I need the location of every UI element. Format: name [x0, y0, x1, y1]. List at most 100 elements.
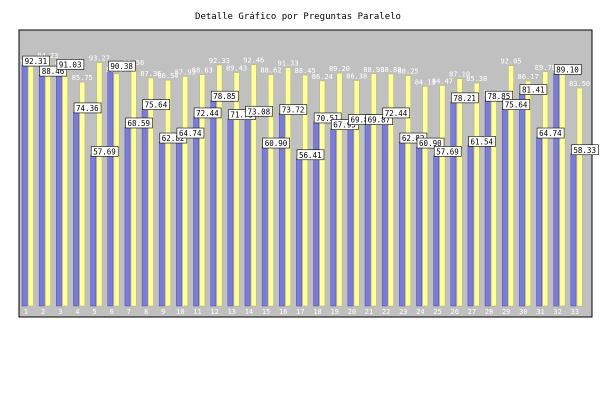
bar-series-1: [553, 73, 560, 307]
bar-series-2: [422, 86, 429, 307]
bar-series-2: [542, 71, 549, 307]
data-label-series-2: 91.33: [278, 60, 299, 68]
x-tick-label: 10: [176, 308, 184, 316]
bar-series-2: [559, 71, 566, 307]
bar-series-1: [381, 116, 388, 307]
bar-series-2: [268, 74, 274, 307]
data-label-series-1: 58.33: [573, 146, 596, 155]
bar-series-1: [107, 69, 114, 307]
bar-series-2: [148, 77, 154, 307]
data-label-series-1: 78.85: [213, 92, 236, 101]
bar-series-2: [473, 82, 480, 307]
data-label-box: [176, 127, 205, 139]
data-label-series-1: 81.41: [522, 86, 545, 95]
data-label-box: [193, 107, 222, 119]
data-label-series-1: 73.08: [248, 107, 271, 116]
data-label-box: [468, 136, 496, 147]
data-label-box: [536, 127, 565, 139]
bar-series-1: [90, 155, 97, 307]
bar-series-1: [519, 93, 525, 307]
x-tick-label: 26: [451, 308, 459, 316]
data-label-series-1: 72.44: [385, 109, 408, 118]
data-label-series-1: 68.59: [128, 119, 151, 128]
data-label-series-1: 62.82: [402, 134, 425, 143]
x-tick-label: 8: [144, 308, 148, 316]
bar-series-2: [302, 74, 309, 307]
bar-series-2: [508, 65, 514, 307]
x-tick-label: 7: [127, 308, 131, 316]
data-label-series-2: 86.38: [346, 73, 367, 81]
data-label-series-2: 93.27: [89, 55, 110, 63]
data-label-series-1: 64.74: [179, 129, 202, 138]
data-label-series-2: 87.36: [140, 70, 161, 78]
bar-series-1: [433, 155, 440, 307]
data-label-box: [142, 99, 170, 110]
bar-series-2: [130, 66, 137, 307]
bar-series-2: [113, 73, 120, 307]
bar-series-2: [388, 73, 394, 307]
bar-series-1: [399, 141, 405, 307]
bar-series-1: [21, 64, 28, 307]
x-tick-label: 20: [348, 308, 356, 316]
x-tick-label: 14: [245, 308, 253, 316]
data-label-box: [451, 92, 479, 104]
x-tick-label: 21: [365, 308, 373, 316]
bar-series-1: [261, 146, 268, 307]
bar-series-2: [285, 67, 291, 307]
data-label-series-1: 69.87: [350, 116, 373, 125]
data-label-series-2: 88.63: [192, 67, 213, 75]
data-label-box: [22, 55, 50, 67]
data-label-box: [279, 104, 308, 115]
data-label-series-2: 92.05: [500, 58, 521, 66]
bar-series-1: [501, 108, 508, 307]
x-tick-label: 22: [382, 308, 390, 316]
bar-series-1: [296, 158, 302, 307]
bar-series-1: [176, 136, 182, 307]
x-tick-label: 13: [228, 308, 236, 316]
data-label-series-1: 75.64: [145, 101, 168, 110]
data-label-box: [416, 137, 445, 149]
x-tick-label: 11: [193, 308, 201, 316]
data-label-box: [553, 64, 582, 75]
x-tick-label: 3: [58, 308, 62, 316]
bar-series-2: [439, 85, 446, 307]
y-tick-label: 10: [9, 277, 17, 285]
bar-series-1: [536, 136, 542, 307]
y-tick-label: 50: [9, 173, 17, 181]
bar-series-2: [165, 79, 171, 307]
data-label-series-2: 88.62: [260, 67, 281, 75]
data-label-series-1: 88.46: [42, 67, 65, 76]
data-label-box: [365, 114, 393, 125]
x-tick-label: 32: [553, 308, 561, 316]
data-label-series-2: 86.24: [312, 73, 333, 81]
y-tick-label: 90: [9, 68, 17, 76]
bar-series-2: [62, 68, 68, 307]
x-tick-label: 5: [92, 308, 96, 316]
y-tick-label: 80: [9, 94, 17, 102]
data-label-series-1: 60.90: [265, 139, 288, 148]
bar-series-2: [96, 62, 103, 307]
data-label-series-1: 78.85: [488, 92, 511, 101]
data-label-series-2: 84.47: [432, 78, 453, 86]
y-tick-label: 20: [9, 251, 17, 259]
x-tick-label: 25: [433, 308, 441, 316]
x-tick-label: 33: [571, 308, 579, 316]
data-label-box: [433, 146, 462, 157]
bar-series-1: [364, 123, 371, 307]
bar-series-1: [347, 123, 354, 307]
bar-series-1: [484, 99, 491, 307]
data-label-series-1: 91.03: [59, 60, 82, 69]
data-label-series-1: 57.69: [436, 147, 459, 156]
data-label-box: [313, 112, 342, 124]
data-label-series-1: 89.10: [556, 65, 579, 74]
y-axis-ticks: 10 20 30 40 50 60 70 80 90: [9, 68, 17, 285]
data-label-series-2: 89.75: [535, 64, 556, 72]
data-label-series-1: 78.21: [453, 94, 476, 103]
data-label-series-1: 67.95: [333, 121, 356, 130]
data-label-series-2: 92.46: [243, 57, 264, 65]
x-tick-label: 2: [41, 308, 45, 316]
x-tick-label: 18: [313, 308, 321, 316]
data-label-series-2: 84.13: [415, 78, 436, 86]
bar-series-2: [491, 97, 497, 307]
